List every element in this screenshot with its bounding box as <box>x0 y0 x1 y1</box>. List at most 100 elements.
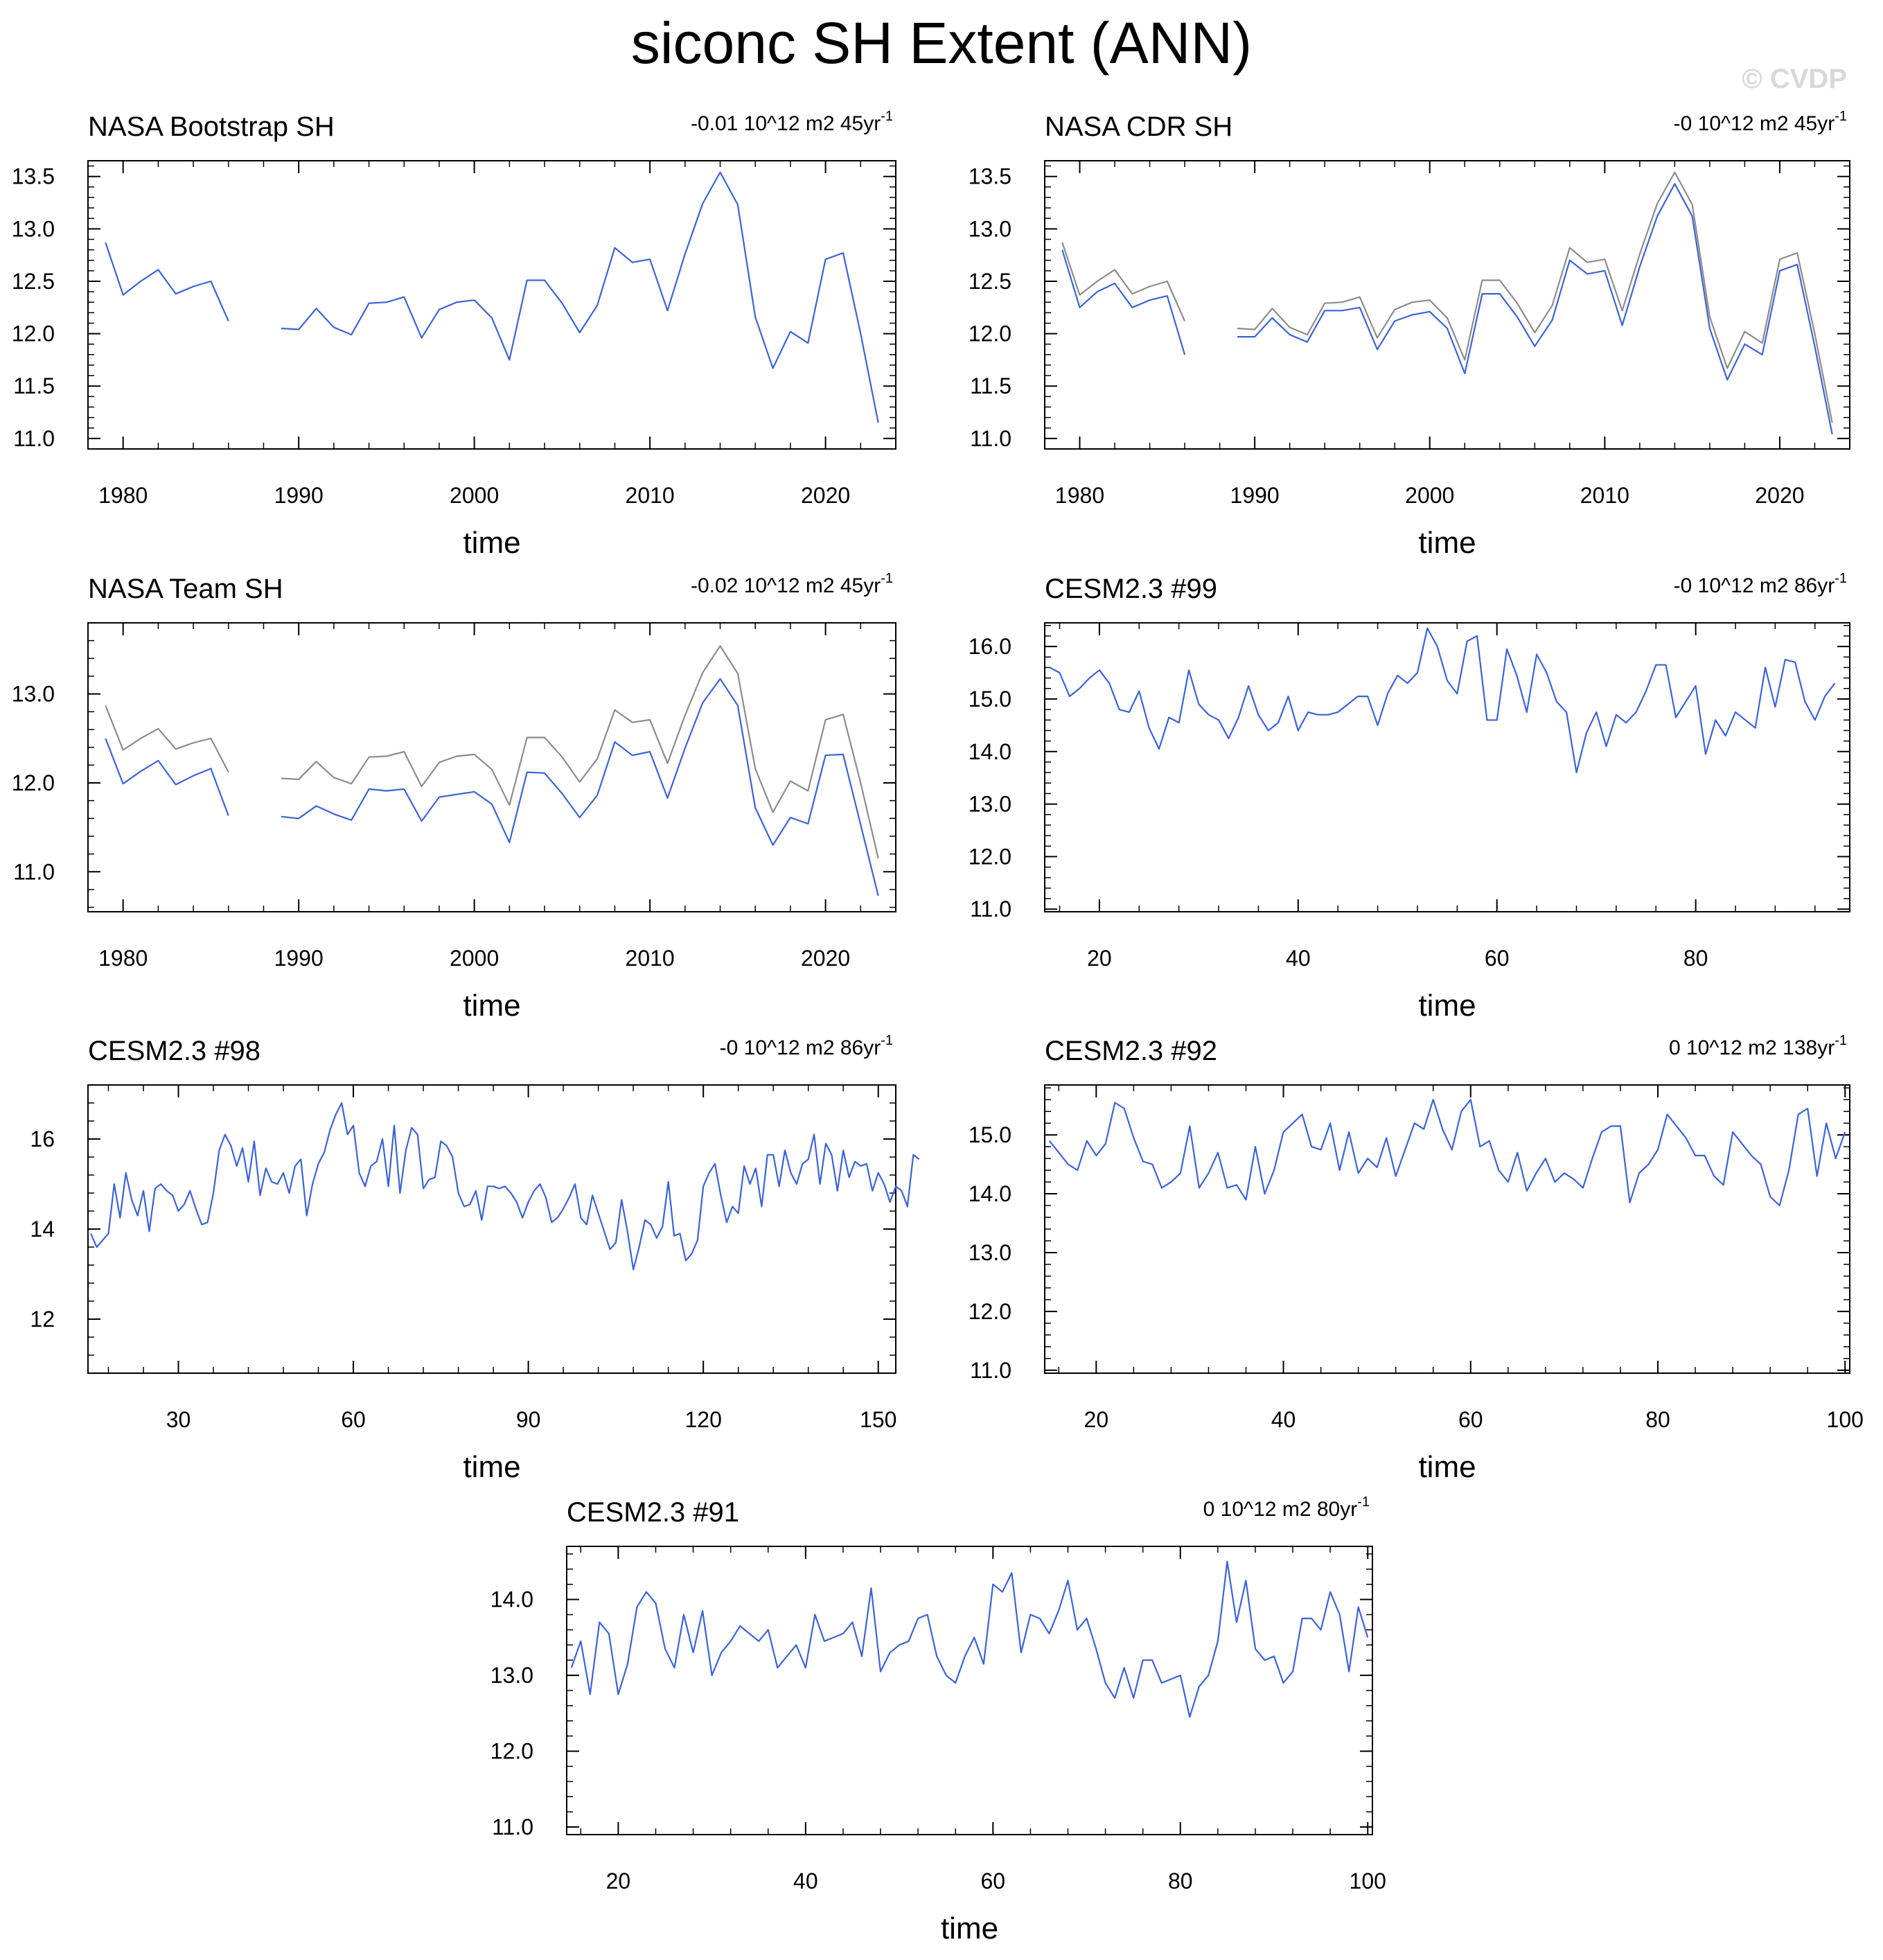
x-tick-label: 20 <box>1087 946 1112 971</box>
x-tick-label: 100 <box>1827 1407 1864 1432</box>
y-tick-label: 12.0 <box>490 1739 533 1764</box>
x-tick-label: 80 <box>1683 946 1708 971</box>
y-tick-label: 16.0 <box>969 634 1011 659</box>
x-tick-label: 2010 <box>626 946 675 971</box>
x-tick-label: 2020 <box>1755 483 1804 508</box>
chart-panel-5: CESM2.3 #98 -0 10^12 m2 86yr-1 time 30 60 90 1… <box>30 1033 920 1484</box>
x-tick-label: 60 <box>341 1407 366 1432</box>
y-tick-label: 12.5 <box>969 269 1011 294</box>
x-tick-label: 40 <box>1271 1407 1296 1432</box>
x-axis-label: time <box>1418 989 1476 1023</box>
x-tick-label: 120 <box>684 1407 721 1432</box>
trend-label: 0 10^12 m2 138yr-1 <box>1669 1033 1847 1059</box>
y-tick-label: 13.0 <box>969 216 1011 241</box>
series-line <box>105 171 879 423</box>
x-tick-label: 2020 <box>801 946 850 971</box>
x-tick-label: 30 <box>166 1407 191 1432</box>
trend-exponent: -1 <box>1835 1033 1847 1048</box>
x-tick-label: 1980 <box>98 483 148 508</box>
trend-exponent: -1 <box>881 109 893 124</box>
panel-title: CESM2.3 #91 <box>567 1497 739 1528</box>
panel-title: CESM2.3 #99 <box>1045 574 1217 604</box>
trend-exponent: -1 <box>1835 109 1847 124</box>
y-tick-label: 11.5 <box>970 373 1011 398</box>
series-line <box>90 1102 920 1271</box>
panel-title: NASA Team SH <box>88 574 283 604</box>
y-tick-label: 14.0 <box>969 739 1011 764</box>
chart-panel-6: CESM2.3 #92 0 10^12 m2 138yr-1 time 20 40 60 8… <box>969 1033 1864 1484</box>
chart-panel-4: CESM2.3 #99 -0 10^12 m2 86yr-1 time 20 40 60 8… <box>969 571 1850 1023</box>
x-tick-label: 1980 <box>98 946 148 971</box>
trend-label: 0 10^12 m2 80yr-1 <box>1203 1494 1370 1521</box>
y-tick-label: 12 <box>30 1307 55 1332</box>
x-tick-label: 2000 <box>450 946 499 971</box>
trend-label: -0.01 10^12 m2 45yr-1 <box>691 109 893 135</box>
y-tick-label: 11.0 <box>13 859 55 884</box>
trend-exponent: -1 <box>1835 571 1847 586</box>
y-tick-label: 11.0 <box>970 426 1011 451</box>
x-tick-label: 20 <box>606 1869 631 1893</box>
trend-exponent: -1 <box>881 571 893 586</box>
x-tick-label: 20 <box>1084 1407 1109 1432</box>
trend-value: -0 10^12 m2 45yr <box>1674 112 1835 135</box>
trend-value: 0 10^12 m2 138yr <box>1669 1036 1835 1059</box>
series-line <box>105 678 879 897</box>
y-tick-label: 11.5 <box>13 373 55 398</box>
y-tick-label: 12.0 <box>969 1299 1011 1324</box>
series-line <box>1048 1099 1846 1207</box>
y-tick-label: 16 <box>30 1127 55 1151</box>
trend-label: -0 10^12 m2 86yr-1 <box>720 1033 893 1059</box>
plot-frame <box>87 622 896 912</box>
panel-title: NASA CDR SH <box>1045 112 1232 142</box>
x-axis-label: time <box>463 526 520 560</box>
x-tick-label: 1990 <box>1230 483 1280 508</box>
x-tick-label: 90 <box>516 1407 541 1432</box>
plot-frame <box>87 1084 896 1374</box>
x-tick-label: 1980 <box>1055 483 1104 508</box>
x-tick-label: 60 <box>981 1869 1006 1893</box>
y-tick-label: 15.0 <box>969 687 1011 712</box>
chart-panel-1: NASA Bootstrap SH -0.01 10^12 m2 45yr-1 ti… <box>12 109 896 560</box>
x-tick-label: 2000 <box>1405 483 1454 508</box>
series-line <box>1061 183 1833 435</box>
x-tick-label: 80 <box>1645 1407 1670 1432</box>
x-axis-label: time <box>1418 1450 1476 1484</box>
chart-panel-2: NASA CDR SH -0 10^12 m2 45yr-1 time 1980 199… <box>969 109 1850 560</box>
trend-value: -0 10^12 m2 86yr <box>1674 574 1835 597</box>
trend-label: -0 10^12 m2 45yr-1 <box>1674 109 1847 135</box>
figure-title: siconc SH Extent (ANN) <box>630 10 1253 76</box>
y-tick-label: 13.0 <box>12 216 55 241</box>
chart-panel-3: NASA Team SH -0.02 10^12 m2 45yr-1 time 198… <box>12 571 896 1023</box>
trend-label: -0 10^12 m2 86yr-1 <box>1674 571 1847 597</box>
plot-frame <box>1044 160 1850 450</box>
y-tick-label: 15.0 <box>969 1122 1011 1147</box>
chart-panel-7: CESM2.3 #91 0 10^12 m2 80yr-1 time 20 40 60 80… <box>490 1494 1386 1945</box>
y-tick-label: 14.0 <box>969 1181 1011 1206</box>
series-line <box>1049 627 1836 774</box>
y-tick-label: 13.0 <box>490 1663 533 1688</box>
x-tick-label: 60 <box>1458 1407 1483 1432</box>
reference-series-line <box>1061 171 1833 423</box>
plot-frame <box>1044 1084 1850 1374</box>
x-tick-label: 40 <box>1286 946 1311 971</box>
y-tick-label: 11.0 <box>13 426 55 451</box>
y-tick-label: 12.0 <box>12 321 55 346</box>
trend-exponent: -1 <box>1357 1494 1370 1510</box>
y-tick-label: 12.0 <box>969 321 1011 346</box>
x-axis-label: time <box>941 1912 998 1945</box>
plot-frame <box>87 160 896 450</box>
x-tick-label: 80 <box>1168 1869 1193 1893</box>
y-tick-label: 14 <box>30 1217 55 1242</box>
x-axis-label: time <box>463 1450 520 1484</box>
x-tick-label: 2000 <box>450 483 499 508</box>
trend-value: -0.01 10^12 m2 45yr <box>691 112 881 135</box>
y-tick-label: 11.0 <box>492 1815 533 1839</box>
x-tick-label: 1990 <box>274 483 324 508</box>
x-tick-label: 60 <box>1485 946 1510 971</box>
y-tick-label: 13.5 <box>12 164 55 189</box>
plot-frame <box>1044 622 1850 912</box>
y-tick-label: 13.0 <box>12 682 55 707</box>
y-tick-label: 13.0 <box>969 1240 1011 1265</box>
series-line <box>570 1560 1369 1718</box>
